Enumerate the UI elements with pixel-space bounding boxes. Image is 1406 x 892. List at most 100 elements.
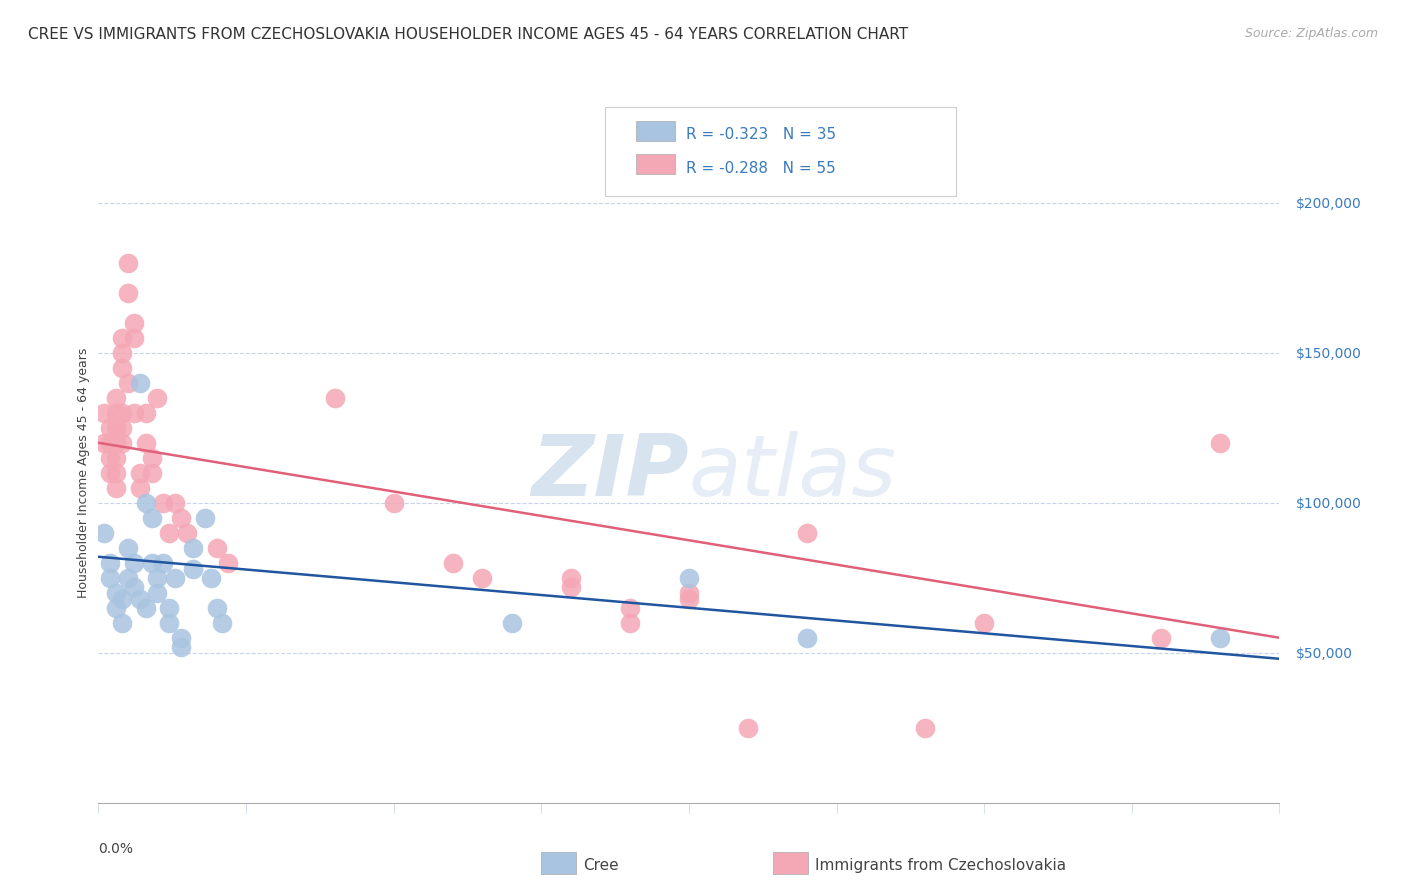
Text: ZIP: ZIP — [531, 431, 689, 515]
Point — [200, 571, 222, 585]
Point — [105, 421, 128, 435]
Point — [181, 541, 204, 555]
Point — [122, 580, 145, 594]
Y-axis label: Householder Income Ages 45 - 64 years: Householder Income Ages 45 - 64 years — [77, 348, 90, 598]
Point — [796, 525, 818, 540]
Point — [98, 571, 121, 585]
Point — [105, 391, 128, 405]
Point — [560, 571, 582, 585]
Point — [1209, 631, 1232, 645]
Point — [111, 591, 134, 606]
Point — [217, 556, 239, 570]
Point — [117, 541, 139, 555]
Point — [111, 345, 134, 359]
Point — [111, 435, 134, 450]
Point — [105, 406, 128, 420]
Point — [1209, 435, 1232, 450]
Point — [176, 525, 198, 540]
Point — [619, 615, 641, 630]
Point — [141, 466, 163, 480]
Point — [135, 496, 157, 510]
Text: Cree: Cree — [583, 858, 619, 872]
Point — [441, 556, 464, 570]
Point — [117, 571, 139, 585]
Point — [105, 481, 128, 495]
Point — [973, 615, 995, 630]
Point — [135, 406, 157, 420]
Point — [105, 600, 128, 615]
Point — [105, 450, 128, 465]
Point — [170, 631, 193, 645]
Point — [737, 721, 759, 735]
Point — [205, 541, 228, 555]
Point — [205, 600, 228, 615]
Point — [128, 481, 150, 495]
Point — [122, 406, 145, 420]
Point — [111, 406, 134, 420]
Point — [141, 556, 163, 570]
Point — [111, 331, 134, 345]
Point — [98, 556, 121, 570]
Point — [128, 591, 150, 606]
Point — [122, 556, 145, 570]
Point — [117, 376, 139, 390]
Text: CREE VS IMMIGRANTS FROM CZECHOSLOVAKIA HOUSEHOLDER INCOME AGES 45 - 64 YEARS COR: CREE VS IMMIGRANTS FROM CZECHOSLOVAKIA H… — [28, 27, 908, 42]
Point — [560, 580, 582, 594]
Point — [98, 435, 121, 450]
Point — [152, 556, 174, 570]
Point — [141, 510, 163, 524]
Point — [152, 496, 174, 510]
Point — [135, 435, 157, 450]
Point — [501, 615, 523, 630]
Point — [157, 525, 180, 540]
Point — [93, 435, 115, 450]
Point — [93, 525, 115, 540]
Point — [111, 615, 134, 630]
Point — [678, 586, 700, 600]
Point — [678, 571, 700, 585]
Point — [165, 496, 187, 510]
Point — [170, 640, 193, 654]
Point — [796, 631, 818, 645]
Point — [1150, 631, 1173, 645]
Point — [146, 391, 169, 405]
Point — [170, 510, 193, 524]
Point — [93, 406, 115, 420]
Point — [146, 571, 169, 585]
Point — [105, 466, 128, 480]
Point — [105, 435, 128, 450]
Point — [111, 421, 134, 435]
Point — [122, 316, 145, 330]
Point — [914, 721, 936, 735]
Point — [157, 600, 180, 615]
Point — [471, 571, 494, 585]
Point — [128, 376, 150, 390]
Point — [146, 586, 169, 600]
Point — [165, 571, 187, 585]
Point — [211, 615, 233, 630]
Point — [678, 591, 700, 606]
Point — [135, 600, 157, 615]
Point — [98, 450, 121, 465]
Point — [105, 586, 128, 600]
Point — [141, 450, 163, 465]
Text: 0.0%: 0.0% — [98, 842, 134, 856]
Text: R = -0.288   N = 55: R = -0.288 N = 55 — [686, 161, 837, 176]
Text: Source: ZipAtlas.com: Source: ZipAtlas.com — [1244, 27, 1378, 40]
Text: Immigrants from Czechoslovakia: Immigrants from Czechoslovakia — [815, 858, 1067, 872]
Text: R = -0.323   N = 35: R = -0.323 N = 35 — [686, 127, 837, 142]
Point — [117, 285, 139, 300]
Text: atlas: atlas — [689, 431, 897, 515]
Point — [122, 331, 145, 345]
Point — [98, 421, 121, 435]
Point — [128, 466, 150, 480]
Point — [157, 615, 180, 630]
Point — [98, 466, 121, 480]
Point — [117, 256, 139, 270]
Point — [619, 600, 641, 615]
Point — [181, 562, 204, 576]
Point — [382, 496, 405, 510]
Point — [323, 391, 346, 405]
Point — [194, 510, 217, 524]
Point — [111, 360, 134, 375]
